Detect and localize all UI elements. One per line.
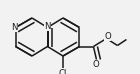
Text: N: N <box>11 23 18 32</box>
Text: O: O <box>104 32 111 41</box>
Text: N: N <box>44 22 51 31</box>
Text: Cl: Cl <box>59 69 67 74</box>
Text: O: O <box>92 60 99 69</box>
